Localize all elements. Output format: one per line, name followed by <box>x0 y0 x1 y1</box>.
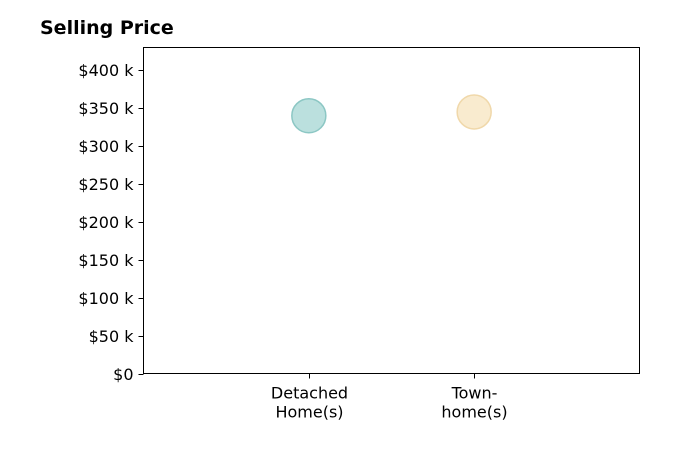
y-axis: $0 $50 k $100 k $150 k $200 k $250 k $300 k $35… <box>78 61 143 384</box>
x-tick-label: Town-home(s) <box>441 384 507 422</box>
y-tick-label: $350 k <box>78 99 134 118</box>
x-tick-label: Detached Home(s) <box>271 384 348 422</box>
y-tick-label: $150 k <box>78 251 134 270</box>
data-point <box>457 95 491 129</box>
y-tick-label: $50 k <box>89 327 135 346</box>
y-tick-label: $250 k <box>78 175 134 194</box>
y-tick-label: $200 k <box>78 213 134 232</box>
points-layer <box>292 95 491 133</box>
x-axis: Detached Home(s) Town-home(s) <box>271 374 508 422</box>
y-tick-label: $100 k <box>78 289 134 308</box>
data-point <box>292 99 326 133</box>
y-tick-label: $300 k <box>78 137 134 156</box>
plot-frame <box>144 48 640 374</box>
y-tick-label: $0 <box>113 365 133 384</box>
y-tick-label: $400 k <box>78 61 134 80</box>
